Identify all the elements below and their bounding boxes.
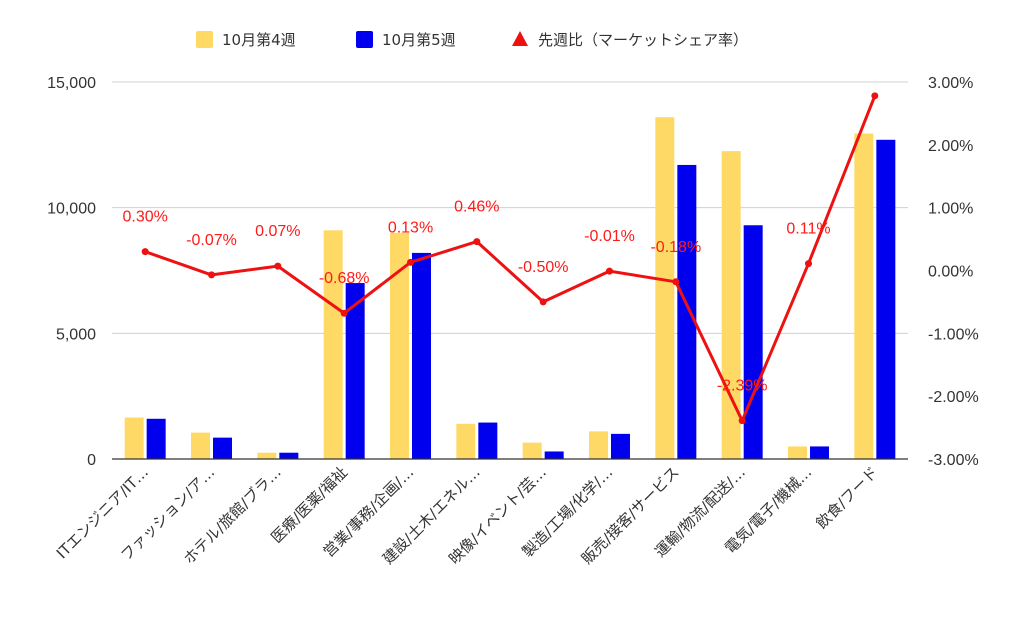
share-data-label: 0.46% bbox=[454, 199, 499, 216]
share-line-point bbox=[473, 238, 481, 246]
left-axis-tick-label: 15,000 bbox=[47, 75, 96, 92]
right-axis-tick-label: 2.00% bbox=[928, 138, 973, 155]
bars bbox=[124, 117, 896, 460]
legend-label: 10月第5週 bbox=[382, 31, 456, 49]
legend-label: 10月第4週 bbox=[222, 31, 296, 49]
right-axis-tick-label: 0.00% bbox=[928, 264, 973, 281]
bar-week5 bbox=[743, 225, 763, 459]
share-line-point bbox=[738, 417, 746, 425]
left-axis-tick-label: 0 bbox=[87, 452, 96, 469]
share-line-point bbox=[805, 260, 812, 268]
share-data-label: 0.30% bbox=[122, 209, 167, 226]
bar-week5 bbox=[876, 139, 896, 459]
share-line-point bbox=[606, 267, 613, 275]
share-line-point bbox=[672, 278, 680, 286]
bar-week4 bbox=[323, 230, 343, 459]
bar-week4 bbox=[721, 151, 741, 459]
bar-week5 bbox=[412, 252, 431, 459]
right-axis-tick-label: -1.00% bbox=[928, 326, 979, 343]
share-line-point bbox=[340, 309, 348, 317]
share-line-point bbox=[539, 298, 547, 306]
legend-item: 10月第4週 bbox=[196, 31, 296, 49]
bar-week4 bbox=[124, 417, 144, 459]
bar-week4 bbox=[589, 431, 608, 459]
data-labels: 0.30% -0.07% 0.07% -0.68% 0.13% 0.46% -0.50% -0… bbox=[122, 199, 830, 395]
left-axis-tick-label: 10,000 bbox=[47, 201, 96, 218]
bar-week4 bbox=[390, 232, 409, 459]
bar-week5 bbox=[810, 446, 829, 459]
legend-item: 先週比（マーケットシェア率） bbox=[512, 31, 748, 49]
share-line-point bbox=[208, 271, 215, 279]
share-data-label: 0.07% bbox=[255, 223, 300, 240]
bar-week5 bbox=[146, 418, 166, 459]
bar-week5 bbox=[478, 422, 498, 459]
share-data-label: -0.18% bbox=[650, 239, 701, 256]
share-data-label: -0.07% bbox=[186, 232, 237, 249]
right-axis-tick-label: -3.00% bbox=[928, 452, 979, 469]
legend: 10月第4週 10月第5週 先週比（マーケットシェア率） bbox=[196, 31, 748, 49]
right-axis-tick-label: 3.00% bbox=[928, 75, 973, 92]
share-line-path bbox=[144, 95, 877, 423]
share-data-label: 0.13% bbox=[388, 219, 433, 236]
share-line-point bbox=[407, 258, 414, 266]
share-line-point bbox=[871, 92, 879, 100]
bar-week5 bbox=[677, 164, 697, 459]
share-data-label: -0.50% bbox=[518, 259, 569, 276]
bar-week4 bbox=[788, 446, 807, 459]
share-data-label: 0.11% bbox=[786, 221, 830, 238]
axes: 0 5,000 10,000 15,000 -3.00% -2.00% -1.00% 0.00… bbox=[47, 75, 979, 568]
share-data-label: -2.39% bbox=[717, 378, 768, 395]
bar-week4 bbox=[854, 133, 874, 460]
share-data-label: -0.68% bbox=[319, 270, 370, 287]
gridlines bbox=[112, 81, 908, 334]
legend-triangle-marker bbox=[512, 31, 528, 46]
bar-week5 bbox=[544, 451, 564, 459]
right-axis-tick-label: -2.00% bbox=[928, 389, 979, 406]
share-data-label: -0.01% bbox=[584, 228, 635, 245]
legend-swatch bbox=[196, 31, 213, 48]
bar-week4 bbox=[522, 442, 542, 459]
legend-swatch bbox=[356, 31, 373, 48]
bar-week5 bbox=[213, 437, 232, 459]
category-tick-label: 飲食/フード bbox=[812, 463, 881, 532]
bar-week4 bbox=[257, 452, 277, 459]
legend-item: 10月第5週 bbox=[356, 31, 456, 49]
share-line-point bbox=[141, 248, 149, 256]
bar-week4 bbox=[655, 117, 675, 459]
right-axis-tick-label: 1.00% bbox=[928, 201, 973, 218]
bar-week4 bbox=[191, 432, 210, 459]
bar-week5 bbox=[345, 283, 365, 459]
share-line-point bbox=[274, 262, 282, 270]
legend-label: 先週比（マーケットシェア率） bbox=[538, 31, 748, 49]
bar-week5 bbox=[611, 433, 630, 459]
left-axis-tick-label: 5,000 bbox=[56, 326, 96, 343]
share-line bbox=[141, 92, 879, 425]
bar-week5 bbox=[279, 452, 299, 459]
bar-week4 bbox=[456, 423, 476, 459]
